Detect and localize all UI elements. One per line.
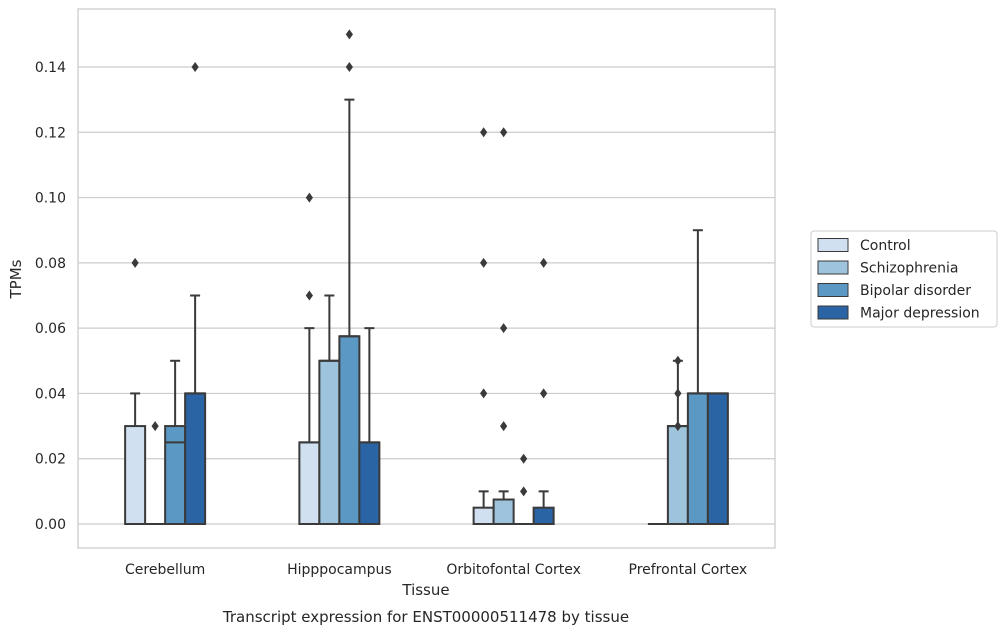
x-tick-label: Cerebellum: [125, 562, 205, 578]
box-control: [298, 192, 321, 525]
box-schizophrenia: [492, 127, 515, 525]
y-tick-label: 0.12: [35, 125, 66, 141]
legend-swatch: [817, 238, 849, 252]
x-axis-label: Tissue: [401, 581, 449, 599]
legend-swatch: [817, 283, 849, 297]
y-tick-label: 0.02: [35, 452, 66, 468]
x-tick-labels: Cerebellum Hipppocampus Orbitofontal Corte…: [125, 562, 747, 578]
box-bipolar-disorder: [686, 229, 709, 525]
legend-label: Schizophrenia: [860, 261, 958, 277]
y-tick-label: 0.04: [35, 386, 66, 402]
y-tick-label: 0.06: [35, 321, 66, 337]
x-tick-label: Orbitofontal Cortex: [446, 562, 581, 578]
box-body: [666, 425, 689, 526]
y-axis-label: TPMs: [7, 259, 25, 299]
y-tick-label: 0.10: [35, 191, 66, 207]
outlier-point: [500, 421, 508, 432]
legend-swatch: [817, 305, 849, 320]
y-tick-label: 0.14: [35, 60, 66, 76]
box-major-depression: [706, 392, 729, 525]
legend-label: Bipolar disorder: [860, 283, 971, 299]
box-major-depression: [532, 257, 555, 525]
box-schizophrenia: [145, 421, 166, 525]
box-bipolar-disorder: [164, 359, 187, 526]
box-body: [124, 425, 147, 526]
box-body: [472, 506, 495, 525]
outlier-point: [305, 290, 313, 301]
y-tick-label: 0.00: [35, 517, 66, 533]
box-body: [492, 498, 515, 525]
legend-label: Control: [860, 238, 911, 254]
y-tick-label: 0.08: [35, 256, 66, 272]
outlier-point: [520, 486, 528, 497]
outlier-point: [500, 323, 508, 334]
outlier-point: [131, 257, 139, 268]
box-bipolar-disorder: [338, 29, 361, 525]
box-schizophrenia: [666, 355, 689, 526]
outlier-point: [345, 62, 353, 72]
outlier-point: [674, 388, 682, 399]
box-major-depression: [358, 327, 381, 525]
box-body: [184, 392, 207, 525]
box-series: [124, 29, 729, 526]
outlier-point: [480, 257, 488, 268]
outlier-point: [540, 257, 548, 268]
legend: Control Schizophrenia Bipolar disorder Majo…: [810, 230, 998, 328]
box-control: [472, 127, 495, 525]
box-body: [686, 392, 709, 525]
outlier-point: [480, 388, 488, 399]
outlier-point: [674, 355, 682, 366]
box-body: [532, 506, 555, 525]
outlier-point: [480, 127, 488, 138]
y-tick-labels: 0.00 0.02 0.04 0.06 0.08 0.10 0.12 0.14: [35, 60, 66, 533]
box-body: [164, 425, 187, 526]
outlier-point: [500, 127, 508, 138]
outlier-point: [191, 62, 199, 72]
plot-frame: [77, 8, 776, 549]
legend-frame: [810, 230, 998, 328]
box-major-depression: [184, 62, 207, 525]
box-body: [358, 441, 381, 525]
outlier-point: [151, 421, 159, 432]
outlier-point: [674, 421, 682, 432]
outlier-point: [345, 29, 353, 40]
box-body: [318, 359, 341, 525]
box-body: [338, 335, 361, 525]
x-tick-label: Hipppocampus: [287, 562, 392, 578]
outlier-point: [305, 192, 313, 203]
outlier-point: [520, 453, 528, 464]
chart-caption: Transcript expression for ENST0000051147…: [222, 608, 629, 626]
box-control: [124, 257, 147, 526]
x-tick-label: Prefrontal Cortex: [629, 562, 748, 578]
box-body: [706, 392, 729, 525]
box-body: [298, 441, 321, 525]
legend-label: Major depression: [860, 306, 980, 322]
box-schizophrenia: [318, 294, 341, 525]
outlier-point: [540, 388, 548, 399]
legend-swatch: [817, 260, 849, 275]
box-bipolar-disorder: [513, 453, 534, 525]
